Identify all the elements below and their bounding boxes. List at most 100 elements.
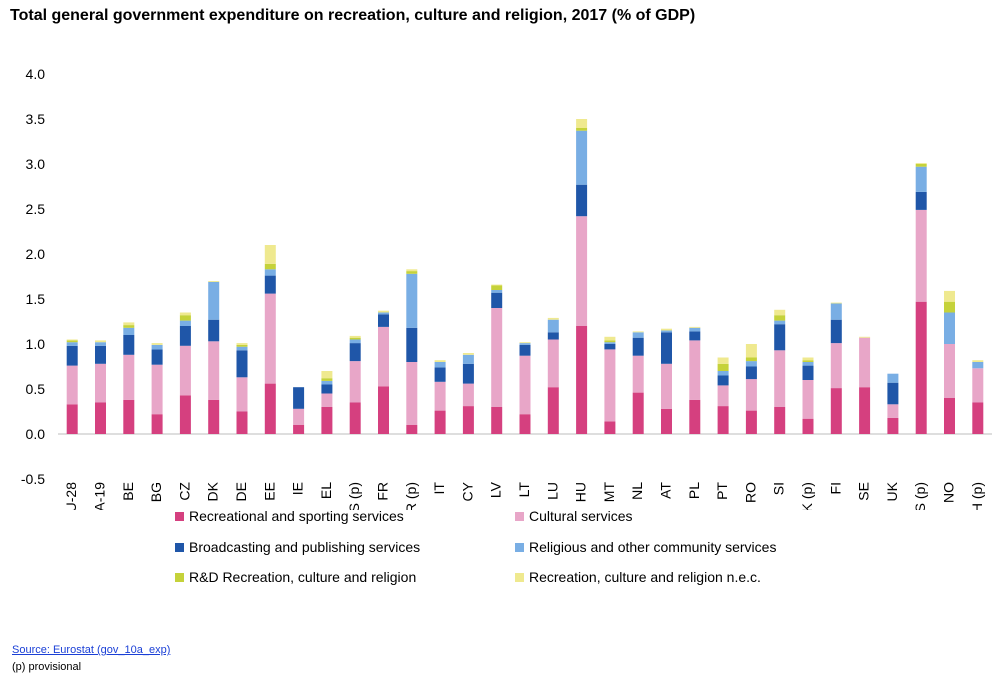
legend-item-religious: Religious and other community services	[515, 539, 776, 555]
x-tick-label: AT	[658, 482, 674, 499]
x-tick-label: MT	[601, 482, 617, 503]
bar-segment	[462, 353, 474, 355]
bar-segment	[321, 384, 333, 394]
bar-segment	[151, 349, 163, 365]
bar-segment	[293, 425, 305, 434]
bar-segment	[349, 337, 361, 340]
bar-segment	[802, 360, 814, 362]
bar-segment	[717, 363, 729, 371]
bar-segment	[774, 350, 786, 407]
bar-segment	[547, 317, 559, 320]
bar-segment	[66, 342, 78, 346]
bar-segment	[830, 303, 842, 320]
bar-segment	[802, 357, 814, 361]
x-tick-label: CH (p)	[969, 482, 985, 510]
bar-segment	[208, 399, 220, 434]
bar-segment	[887, 382, 899, 405]
bar-segment	[830, 302, 842, 304]
bar-segment	[462, 363, 474, 384]
legend-swatch-cultural	[515, 512, 524, 521]
bar-segment	[915, 191, 927, 210]
bar-segment	[717, 406, 729, 434]
x-tick-label: RO	[742, 482, 758, 503]
legend-swatch-broadcasting	[175, 543, 184, 552]
bar-segment	[236, 350, 248, 378]
bar-segment	[406, 327, 418, 362]
bar-segment	[944, 290, 955, 302]
bar-segment	[604, 421, 616, 434]
x-tick-label: PT	[714, 482, 730, 500]
bar-segment	[915, 209, 927, 302]
bar-segment	[944, 301, 955, 313]
bar-segment	[462, 354, 474, 364]
bar-segment	[972, 362, 984, 369]
legend-label-cultural: Cultural services	[529, 508, 633, 524]
bar-segment	[208, 341, 220, 400]
chart-title: Total general government expenditure on …	[10, 7, 696, 24]
bar-segment	[604, 349, 616, 422]
bar-segment	[406, 425, 418, 434]
legend-swatch-recreational	[175, 512, 184, 521]
bar-segment	[123, 399, 135, 434]
bar-segment	[887, 404, 899, 418]
bar-segment	[462, 406, 474, 434]
bar-segment	[576, 184, 588, 217]
legend-label-religious: Religious and other community services	[529, 539, 777, 555]
bar-segment	[95, 402, 106, 434]
bar-segment	[179, 345, 191, 396]
bar-segment	[689, 327, 701, 332]
x-tick-label: LT	[516, 482, 532, 498]
bar-segment	[66, 345, 78, 366]
bar-segment	[378, 312, 389, 315]
bar-segment	[179, 395, 191, 434]
bar-segment	[576, 119, 588, 128]
bar-segment	[717, 375, 729, 386]
legend-label-rd: R&D Recreation, culture and religion	[189, 569, 417, 585]
bar-segment	[264, 275, 276, 294]
bar-segment	[321, 371, 333, 379]
y-tick-label: 1.5	[26, 291, 46, 307]
bar-segment	[66, 404, 78, 434]
bar-segment	[689, 340, 701, 400]
bar-segment	[123, 325, 135, 328]
bar-segment	[944, 344, 955, 398]
legend-item-recreational: Recreational and sporting services	[175, 508, 404, 524]
x-tick-label: PL	[686, 482, 702, 499]
bar-segment	[745, 344, 757, 358]
bar-segment	[802, 362, 814, 366]
x-tick-label: ES (p)	[346, 482, 362, 510]
bar-segment	[66, 339, 78, 341]
bar-segment	[661, 328, 672, 331]
bar-segment	[151, 364, 163, 415]
y-tick-label: 2.0	[26, 246, 46, 262]
bar-segment	[547, 319, 559, 333]
bar-segment	[802, 380, 814, 419]
bar-segment	[349, 339, 361, 344]
bar-segment	[604, 336, 616, 341]
bar-segment	[802, 365, 814, 380]
bar-segment	[151, 344, 163, 350]
bar-segment	[830, 343, 842, 389]
bar-segment	[95, 363, 106, 403]
bar-segment	[717, 385, 729, 407]
bar-segment	[264, 245, 276, 264]
bar-segment	[519, 414, 531, 434]
legend-swatch-religious	[515, 543, 524, 552]
x-tick-label: EU-28	[63, 482, 79, 510]
x-tick-label: HR (p)	[403, 482, 419, 510]
legend-item-cultural: Cultural services	[515, 508, 632, 524]
source-link[interactable]: Source: Eurostat (gov_10a_exp)	[12, 644, 171, 656]
bar-segment	[661, 408, 672, 434]
footnote: (p) provisional	[12, 661, 82, 673]
bar-segment	[915, 166, 927, 192]
y-tick-label: 3.5	[26, 111, 46, 127]
x-tick-label: IE	[290, 482, 306, 495]
bar-segment	[774, 320, 786, 325]
bar-segment	[859, 337, 871, 388]
bar-segment	[859, 336, 871, 338]
bar-segment	[434, 381, 446, 411]
y-tick-label: 0.5	[26, 381, 46, 397]
bar-segment	[944, 312, 955, 344]
bar-segment	[774, 315, 786, 321]
stacked-bar-chart: 4.0 3.5 3.0 2.5 2.0 1.5 1.0 0.5 0.0 -0.5 EU-28 EA-1…	[21, 66, 992, 510]
